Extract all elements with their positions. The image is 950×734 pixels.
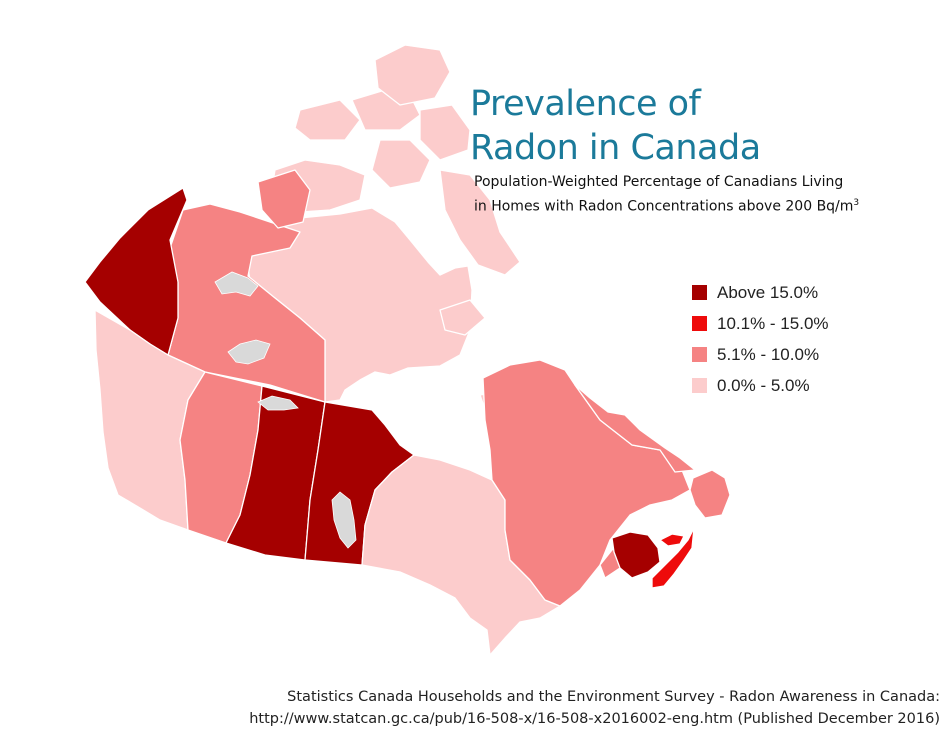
legend-swatch-10-15	[692, 316, 707, 331]
legend-label-above-15: Above 15.0%	[717, 282, 819, 302]
legend-item-above-15: Above 15.0%	[692, 277, 829, 308]
map-subtitle: Population-Weighted Percentage of Canadi…	[474, 172, 859, 218]
legend-swatch-0-5	[692, 378, 707, 393]
region-nova-scotia	[651, 527, 695, 589]
region-newfoundland-and-labrador	[574, 384, 696, 473]
region-prince-edward-island	[659, 533, 685, 547]
island-newfoundland	[689, 469, 731, 519]
source-url[interactable]: http://www.statcan.gc.ca/pub/16-508-x/16…	[249, 711, 940, 727]
map-subtitle-line-1: Population-Weighted Percentage of Canadi…	[474, 174, 844, 190]
map-subtitle-line-2: in Homes with Radon Concentrations above…	[474, 193, 859, 218]
region-new-brunswick	[611, 531, 661, 579]
legend-item-5-10: 5.1% - 10.0%	[692, 339, 829, 370]
region-northwest-territories	[167, 169, 326, 403]
legend-item-10-15: 10.1% - 15.0%	[692, 308, 829, 339]
lakes-northwest-territories	[214, 271, 271, 365]
legend-swatch-above-15	[692, 285, 707, 300]
map-title-line-1: Prevalence of	[470, 84, 701, 124]
legend-label-5-10: 5.1% - 10.0%	[717, 344, 820, 364]
legend-swatch-5-10	[692, 347, 707, 362]
region-nunavut	[244, 44, 521, 419]
legend-item-0-5: 0.0% - 5.0%	[692, 370, 829, 401]
legend-label-0-5: 0.0% - 5.0%	[717, 375, 810, 395]
map-subtitle-line-2-text: in Homes with Radon Concentrations above…	[474, 198, 854, 215]
legend-label-10-15: 10.1% - 15.0%	[717, 313, 829, 333]
source-line-1: Statistics Canada Households and the Env…	[287, 689, 940, 705]
map-title: Prevalence of Radon in Canada	[470, 82, 761, 170]
lake-winnipeg	[331, 491, 357, 549]
map-subtitle-superscript: 3	[853, 198, 860, 208]
map-title-line-2: Radon in Canada	[470, 128, 761, 168]
map-legend: Above 15.0% 10.1% - 15.0% 5.1% - 10.0% 0…	[692, 277, 829, 401]
source-citation: Statistics Canada Households and the Env…	[249, 686, 940, 730]
lake-athabasca	[257, 395, 299, 411]
